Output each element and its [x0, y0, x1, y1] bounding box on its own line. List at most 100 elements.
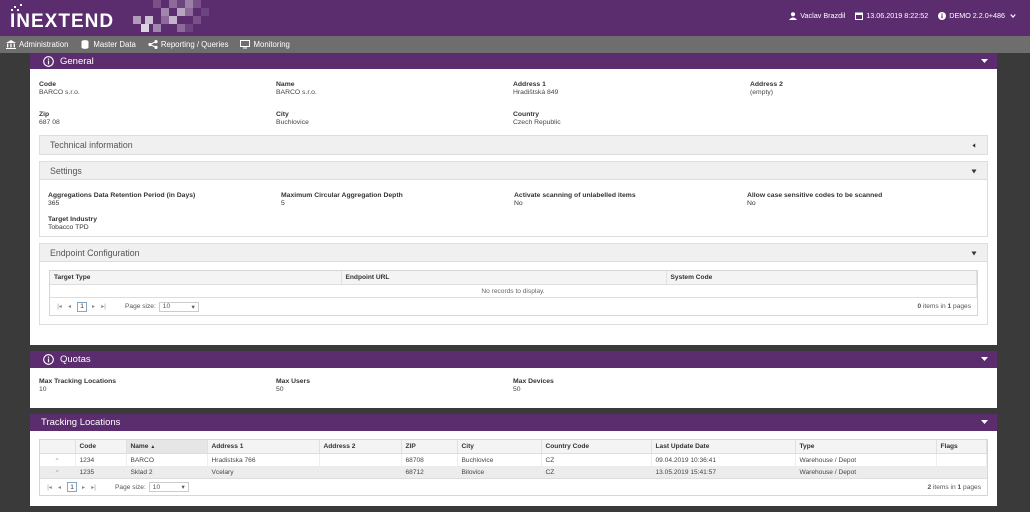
chevron-down-icon	[1010, 13, 1016, 18]
field-value: Czech Republic	[513, 119, 561, 126]
general-header[interactable]: General	[30, 53, 997, 69]
column-header[interactable]: City	[457, 440, 542, 454]
item-count: 2	[927, 484, 932, 491]
column-header[interactable]: System Code	[666, 271, 977, 285]
field-label: Name	[276, 81, 295, 88]
column-header[interactable]: Country Code	[541, 440, 652, 454]
technical-subpanel: Technical information	[39, 135, 988, 155]
column-header[interactable]: Endpoint URL	[341, 271, 667, 285]
field-city: City Buchlovice	[276, 99, 513, 129]
technical-header[interactable]: Technical information	[40, 136, 987, 154]
column-header[interactable]: Code	[75, 440, 127, 454]
last-page-icon[interactable]: ▸|	[91, 484, 96, 491]
column-header[interactable]: Target Type	[50, 271, 342, 285]
cell	[319, 453, 402, 466]
pages-count: 1	[947, 303, 952, 310]
quotas-fields: Max Tracking Locations 10 Max Users 50 Max…	[30, 368, 997, 398]
menu-master-data[interactable]: Master Data	[80, 40, 136, 49]
user-name: Vaclav Brazdil	[800, 11, 846, 20]
version-menu[interactable]: DEMO 2.2.0+486	[938, 11, 1016, 20]
endpoint-grid: Target Type Endpoint URL System Code No …	[49, 270, 978, 316]
menu-reporting[interactable]: Reporting / Queries	[148, 40, 229, 49]
chevron-down-icon[interactable]	[981, 58, 988, 64]
cell: Bilovice	[457, 466, 542, 478]
field-max-locations: Max Tracking Locations 10	[39, 368, 276, 398]
column-header[interactable]: Flags	[936, 440, 987, 454]
chevron-left-icon[interactable]	[971, 143, 977, 148]
view-cell[interactable]: ⌕	[40, 466, 76, 478]
tracking-panel: Tracking Locations Code Name ▲ Address 1…	[30, 414, 997, 506]
column-header[interactable]: Type	[795, 440, 937, 454]
chevron-down-icon: ▾	[191, 303, 195, 311]
field-country: Country Czech Republic	[513, 99, 750, 129]
view-cell[interactable]: ⌕	[40, 453, 76, 466]
field-value: 10	[39, 386, 47, 393]
menu-administration[interactable]: Administration	[6, 40, 68, 49]
search-icon[interactable]: ⌕	[55, 468, 60, 475]
search-icon[interactable]: ⌕	[55, 456, 60, 463]
logo-pattern	[133, 0, 209, 32]
table-row[interactable]: ⌕ 1234 BARCO Hradistska 766 68708 Buchlo…	[40, 453, 987, 466]
field-label: Allow case sensitive codes to be scanned	[747, 192, 883, 199]
column-header[interactable]: Last Update Date	[651, 440, 796, 454]
last-page-icon[interactable]: ▸|	[101, 304, 106, 310]
chevron-down-icon[interactable]	[981, 356, 988, 362]
chevron-down-icon[interactable]	[981, 419, 988, 425]
table-row[interactable]: ⌕ 1235 Sklad 2 Vcelary 68712 Bilovice CZ…	[40, 466, 987, 478]
first-page-icon[interactable]: |◂	[47, 484, 52, 491]
endpoint-header[interactable]: Endpoint Configuration	[40, 244, 987, 262]
menu-label: Master Data	[93, 40, 136, 49]
field-max-users: Max Users 50	[276, 368, 513, 398]
field-label: Address 1	[513, 81, 546, 88]
cell: CZ	[541, 466, 652, 478]
field-case-sensitive: Allow case sensitive codes to be scanned…	[747, 180, 980, 207]
field-retention: Aggregations Data Retention Period (in D…	[48, 180, 281, 207]
column-header[interactable]: ZIP	[401, 440, 458, 454]
field-value: 50	[276, 386, 284, 393]
quotas-header[interactable]: Quotas	[30, 351, 997, 368]
chevron-down-icon[interactable]	[971, 251, 977, 256]
subpanel-title: Technical information	[50, 140, 133, 150]
page-size-select[interactable]: 10 ▾	[148, 482, 189, 492]
settings-header[interactable]: Settings	[40, 162, 987, 180]
info-icon	[938, 11, 947, 20]
page-size-select[interactable]: 10 ▾	[158, 301, 199, 312]
first-page-icon[interactable]: |◂	[57, 304, 62, 310]
general-fields: Code BARCO s.r.o. Name BARCO s.r.o. Addres…	[30, 69, 997, 129]
column-header-sorted[interactable]: Name ▲	[126, 440, 208, 454]
field-max-devices: Max Devices 50	[513, 368, 750, 398]
user-menu[interactable]: Vaclav Brazdil	[789, 11, 845, 20]
logo-text: INEXTEND	[10, 11, 115, 32]
chevron-down-icon[interactable]	[971, 169, 977, 174]
field-label: Max Tracking Locations	[39, 378, 117, 385]
main-content: General Code BARCO s.r.o. Name BARCO s.r.o…	[30, 53, 997, 512]
database-icon	[81, 40, 89, 49]
column-label: Name	[130, 443, 149, 450]
field-label: Address 2	[750, 81, 783, 88]
column-header[interactable]: Address 1	[207, 440, 320, 454]
cell: Buchlovice	[457, 453, 542, 466]
column-header[interactable]: Address 2	[319, 440, 402, 454]
prev-page-icon[interactable]: ◂	[67, 304, 71, 310]
settings-fields: Aggregations Data Retention Period (in D…	[40, 180, 987, 236]
pages-count: 1	[957, 484, 962, 491]
next-page-icon[interactable]: ▸	[91, 304, 95, 310]
field-label: Max Users	[276, 378, 311, 385]
field-address2: Address 2 (empty)	[750, 69, 987, 99]
page-number[interactable]: 1	[67, 482, 77, 492]
menu-label: Reporting / Queries	[160, 40, 229, 49]
panel-title: General	[60, 55, 94, 67]
item-count: 0	[917, 303, 922, 310]
next-page-icon[interactable]: ▸	[81, 484, 85, 491]
field-label: Country	[513, 111, 540, 118]
page-number[interactable]: 1	[77, 301, 87, 312]
prev-page-icon[interactable]: ◂	[57, 484, 61, 491]
tracking-header[interactable]: Tracking Locations	[30, 414, 997, 431]
pages-label: pages	[953, 303, 971, 310]
pager: |◂ ◂ 1 ▸ ▸| Page size: 10 ▾ 0 items in 1 …	[50, 298, 977, 315]
logo[interactable]: INEXTEND	[10, 4, 115, 32]
field-label: Activate scanning of unlabelled items	[514, 192, 636, 199]
menu-monitoring[interactable]: Monitoring	[240, 40, 290, 49]
cell: 1235	[75, 466, 127, 478]
datetime: 13.06.2019 8:22:52	[855, 11, 928, 20]
